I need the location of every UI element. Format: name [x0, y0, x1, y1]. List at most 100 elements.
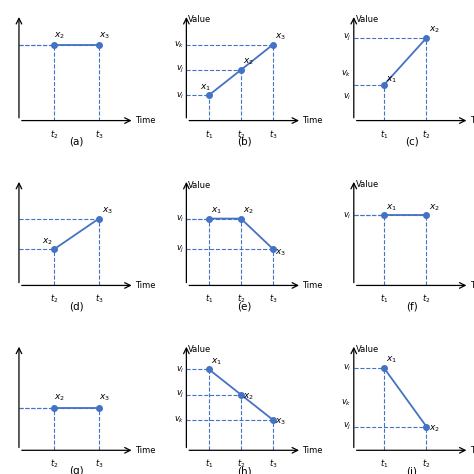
Text: $v_k$: $v_k$ — [341, 68, 351, 79]
Text: $v_j$: $v_j$ — [176, 64, 184, 75]
Text: Time: Time — [302, 116, 323, 125]
Point — [51, 245, 58, 253]
Text: Value: Value — [356, 181, 379, 190]
Text: $v_k$: $v_k$ — [174, 39, 184, 50]
Text: Time: Time — [302, 281, 323, 290]
Text: $v_i$: $v_i$ — [343, 91, 351, 102]
Text: $t_2$: $t_2$ — [50, 293, 59, 305]
Text: $x_3$: $x_3$ — [275, 32, 286, 42]
Text: (b): (b) — [237, 137, 251, 146]
Text: $v_k$: $v_k$ — [341, 398, 351, 408]
Text: $x_3$: $x_3$ — [275, 247, 286, 258]
Text: $v_j$: $v_j$ — [343, 32, 351, 44]
Text: (g): (g) — [69, 466, 84, 474]
Point — [95, 215, 103, 222]
Point — [380, 212, 388, 219]
Text: Time: Time — [470, 446, 474, 455]
Text: Value: Value — [188, 181, 211, 190]
Text: $v_i$: $v_i$ — [343, 362, 351, 373]
Text: (h): (h) — [237, 466, 251, 474]
Point — [237, 391, 245, 398]
Point — [95, 41, 103, 48]
Point — [237, 66, 245, 74]
Text: $x_1$: $x_1$ — [386, 202, 397, 213]
Text: $x_3$: $x_3$ — [101, 205, 113, 216]
Text: $x_1$: $x_1$ — [386, 355, 397, 365]
Point — [380, 82, 388, 89]
Point — [205, 365, 213, 373]
Text: $t_3$: $t_3$ — [95, 293, 103, 305]
Text: (d): (d) — [69, 301, 84, 311]
Text: (i): (i) — [406, 466, 417, 474]
Text: (a): (a) — [70, 137, 84, 146]
Point — [380, 364, 388, 371]
Text: $v_i$: $v_i$ — [176, 213, 184, 224]
Text: $v_j$: $v_j$ — [176, 244, 184, 255]
Text: $t_3$: $t_3$ — [95, 128, 103, 140]
Text: $x_2$: $x_2$ — [55, 392, 65, 403]
Text: Value: Value — [188, 16, 211, 25]
Point — [205, 91, 213, 99]
Text: $t_2$: $t_2$ — [422, 293, 431, 305]
Text: $t_3$: $t_3$ — [269, 293, 277, 305]
Text: $x_1$: $x_1$ — [211, 205, 222, 216]
Text: Time: Time — [135, 446, 156, 455]
Text: $t_2$: $t_2$ — [237, 458, 245, 470]
Point — [269, 41, 277, 48]
Point — [205, 215, 213, 222]
Point — [269, 416, 277, 424]
Text: $t_1$: $t_1$ — [205, 128, 213, 140]
Text: Value: Value — [188, 345, 211, 354]
Text: $x_2$: $x_2$ — [243, 391, 254, 401]
Text: $v_i$: $v_i$ — [176, 364, 184, 374]
Text: $t_3$: $t_3$ — [95, 458, 103, 470]
Text: $t_1$: $t_1$ — [380, 128, 388, 140]
Text: $t_2$: $t_2$ — [422, 128, 431, 140]
Text: $t_3$: $t_3$ — [269, 128, 277, 140]
Text: (c): (c) — [405, 137, 419, 146]
Text: (e): (e) — [237, 301, 251, 311]
Text: Time: Time — [135, 281, 156, 290]
Text: $t_1$: $t_1$ — [380, 293, 388, 305]
Text: $x_2$: $x_2$ — [429, 25, 440, 36]
Text: $x_2$: $x_2$ — [42, 237, 53, 247]
Text: $t_1$: $t_1$ — [205, 293, 213, 305]
Text: $v_j$: $v_j$ — [176, 389, 184, 400]
Text: $t_1$: $t_1$ — [205, 458, 213, 470]
Text: Time: Time — [470, 281, 474, 290]
Text: $x_2$: $x_2$ — [429, 423, 440, 434]
Text: $x_3$: $x_3$ — [99, 30, 110, 41]
Point — [95, 404, 103, 411]
Text: $x_3$: $x_3$ — [275, 417, 286, 427]
Text: (f): (f) — [406, 301, 418, 311]
Text: $t_2$: $t_2$ — [237, 293, 245, 305]
Text: Time: Time — [302, 446, 323, 455]
Text: $x_2$: $x_2$ — [243, 205, 254, 216]
Point — [423, 212, 430, 219]
Text: $v_i$: $v_i$ — [343, 210, 351, 221]
Point — [51, 404, 58, 411]
Text: Time: Time — [135, 116, 156, 125]
Text: Value: Value — [356, 15, 379, 24]
Text: $t_2$: $t_2$ — [237, 128, 245, 140]
Point — [269, 245, 277, 253]
Text: $v_k$: $v_k$ — [174, 415, 184, 425]
Text: $x_3$: $x_3$ — [99, 392, 110, 403]
Text: $x_1$: $x_1$ — [211, 356, 222, 367]
Point — [423, 34, 430, 42]
Text: $x_2$: $x_2$ — [243, 57, 254, 67]
Text: $x_2$: $x_2$ — [55, 30, 65, 41]
Text: $x_1$: $x_1$ — [386, 74, 397, 85]
Text: $t_2$: $t_2$ — [422, 458, 431, 470]
Text: Time: Time — [470, 116, 474, 125]
Text: $t_3$: $t_3$ — [269, 458, 277, 470]
Point — [51, 41, 58, 48]
Text: $x_1$: $x_1$ — [200, 83, 211, 93]
Text: $v_i$: $v_i$ — [176, 90, 184, 100]
Text: $v_j$: $v_j$ — [343, 421, 351, 432]
Text: $t_2$: $t_2$ — [50, 128, 59, 140]
Text: $t_2$: $t_2$ — [50, 458, 59, 470]
Point — [237, 215, 245, 222]
Text: Value: Value — [356, 345, 379, 354]
Text: $t_1$: $t_1$ — [380, 458, 388, 470]
